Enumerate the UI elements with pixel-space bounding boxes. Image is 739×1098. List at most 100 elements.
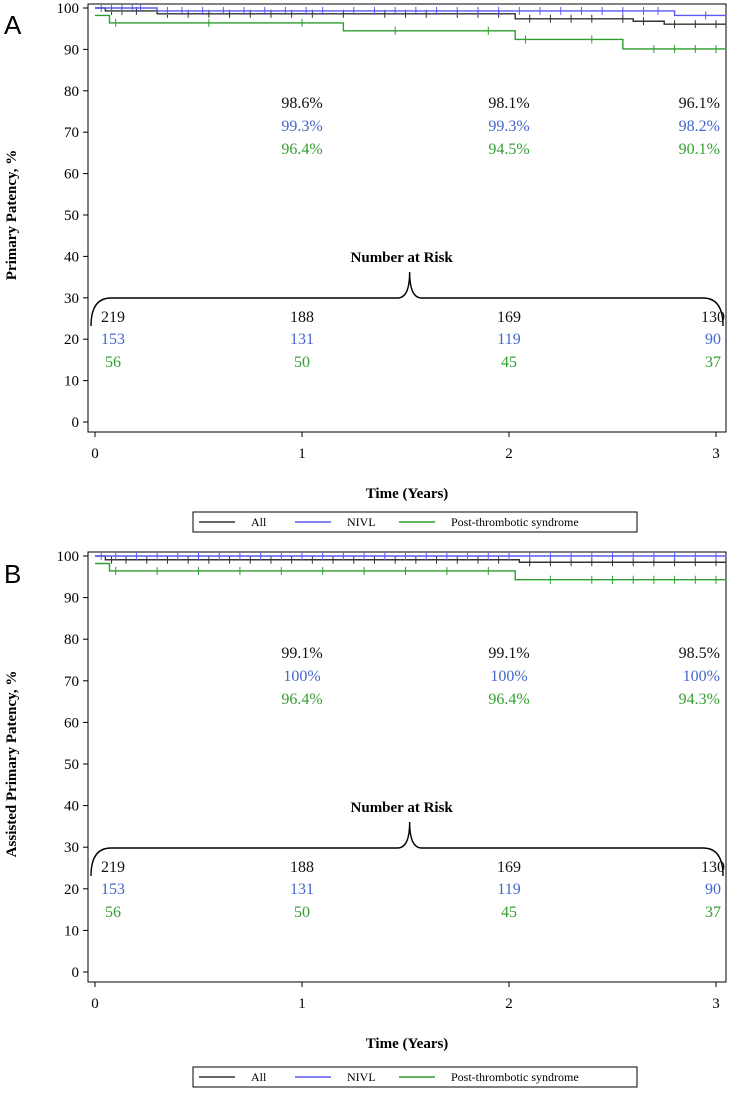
y-tick-label: 90 <box>64 591 79 607</box>
risk-row-nivl-value: 90 <box>705 881 721 898</box>
y-tick-label: 10 <box>64 923 79 939</box>
annotation-all: 98.6% <box>281 95 322 112</box>
km-curve-post-thrombotic-syndrome <box>95 562 727 581</box>
risk-row-all-value: 188 <box>290 309 314 326</box>
risk-row-pts-value: 50 <box>294 354 310 371</box>
legend-label: Post-thrombotic syndrome <box>451 515 579 529</box>
y-tick-label: 80 <box>64 632 79 648</box>
y-tick-label: 50 <box>64 757 79 773</box>
risk-row-pts-value: 50 <box>294 904 310 921</box>
y-tick-label: 30 <box>64 840 79 856</box>
y-tick-label: 40 <box>64 249 79 265</box>
legend-label: All <box>251 1070 267 1084</box>
risk-row-pts-value: 37 <box>705 904 721 921</box>
panel-letter: B <box>4 559 21 589</box>
annotation-all: 96.1% <box>679 95 720 112</box>
x-tick-label: 3 <box>712 446 720 462</box>
km-curve-nivl <box>95 7 727 17</box>
annotation-pts: 96.4% <box>281 141 322 158</box>
risk-table-title: Number at Risk <box>351 250 454 266</box>
annotation-pts: 90.1% <box>679 141 720 158</box>
x-tick-label: 2 <box>505 446 513 462</box>
x-tick-label: 1 <box>298 446 306 462</box>
risk-row-all-value: 219 <box>101 309 125 326</box>
y-tick-label: 70 <box>64 674 79 690</box>
y-tick-label: 20 <box>64 882 79 898</box>
annotation-pts: 94.3% <box>679 691 720 708</box>
risk-row-nivl-value: 153 <box>101 331 125 348</box>
y-tick-label: 100 <box>57 1 80 17</box>
annotation-pts: 94.5% <box>488 141 529 158</box>
risk-row-pts-value: 56 <box>105 354 121 371</box>
y-tick-label: 80 <box>64 84 79 100</box>
annotation-all: 98.1% <box>488 95 529 112</box>
risk-row-pts-value: 45 <box>501 354 517 371</box>
y-tick-label: 20 <box>64 332 79 348</box>
annotation-nivl: 100% <box>683 668 720 685</box>
annotation-pts: 96.4% <box>488 691 529 708</box>
y-tick-label: 60 <box>64 167 79 183</box>
risk-row-nivl-value: 131 <box>290 331 314 348</box>
annotation-nivl: 99.3% <box>281 118 322 135</box>
risk-row-nivl-value: 119 <box>497 881 520 898</box>
y-tick-label: 10 <box>64 374 79 390</box>
y-tick-label: 50 <box>64 208 79 224</box>
km-curve-all <box>95 555 727 563</box>
y-tick-label: 0 <box>72 415 80 431</box>
plot-frame <box>87 3 727 433</box>
risk-row-pts-value: 45 <box>501 904 517 921</box>
y-tick-label: 60 <box>64 715 79 731</box>
annotation-nivl: 100% <box>490 668 527 685</box>
panel-letter: A <box>4 10 22 40</box>
y-tick-label: 30 <box>64 291 79 307</box>
y-axis-title: Assisted Primary Patency, % <box>4 671 20 858</box>
annotation-nivl: 98.2% <box>679 118 720 135</box>
annotation-all: 99.1% <box>281 645 322 662</box>
risk-table-brace <box>90 271 724 327</box>
risk-table-brace <box>90 821 724 877</box>
x-axis-title: Time (Years) <box>366 1036 449 1052</box>
km-curve-all <box>95 7 727 25</box>
x-tick-label: 2 <box>505 996 513 1012</box>
risk-row-all-value: 169 <box>497 859 521 876</box>
annotation-nivl: 100% <box>283 668 320 685</box>
y-tick-label: 100 <box>57 549 80 565</box>
legend-label: Post-thrombotic syndrome <box>451 1070 579 1084</box>
risk-row-all-value: 130 <box>701 859 725 876</box>
x-tick-label: 3 <box>712 996 720 1012</box>
annotation-all: 99.1% <box>488 645 529 662</box>
x-tick-label: 0 <box>91 996 99 1012</box>
annotation-all: 98.5% <box>679 645 720 662</box>
risk-row-nivl-value: 131 <box>290 881 314 898</box>
risk-row-nivl-value: 153 <box>101 881 125 898</box>
x-tick-label: 0 <box>91 446 99 462</box>
x-axis-title: Time (Years) <box>366 486 449 502</box>
risk-row-pts-value: 56 <box>105 904 121 921</box>
y-axis-title: Primary Patency, % <box>4 150 20 280</box>
km-curve-post-thrombotic-syndrome <box>95 14 727 50</box>
risk-row-all-value: 188 <box>290 859 314 876</box>
y-tick-label: 90 <box>64 42 79 58</box>
chart-panel-b: B 0 10 20 30 40 50 60 70 80 90 100 0 1 2 3 Time (Years) A… <box>4 549 727 1088</box>
legend-label: NIVL <box>347 1070 376 1084</box>
annotation-pts: 96.4% <box>281 691 322 708</box>
legend-label: All <box>251 515 267 529</box>
y-tick-label: 40 <box>64 799 79 815</box>
annotation-nivl: 99.3% <box>488 118 529 135</box>
risk-table-title: Number at Risk <box>351 800 454 816</box>
risk-row-nivl-value: 119 <box>497 331 520 348</box>
legend: All NIVL Post-thrombotic syndrome <box>192 511 638 533</box>
legend: All NIVL Post-thrombotic syndrome <box>192 1066 638 1088</box>
legend-label: NIVL <box>347 515 376 529</box>
y-tick-label: 0 <box>72 965 80 981</box>
risk-row-all-value: 219 <box>101 859 125 876</box>
x-tick-label: 1 <box>298 996 306 1012</box>
y-tick-label: 70 <box>64 125 79 141</box>
risk-row-pts-value: 37 <box>705 354 721 371</box>
risk-row-all-value: 169 <box>497 309 521 326</box>
risk-row-nivl-value: 90 <box>705 331 721 348</box>
risk-row-all-value: 130 <box>701 309 725 326</box>
plot-frame <box>87 551 727 983</box>
